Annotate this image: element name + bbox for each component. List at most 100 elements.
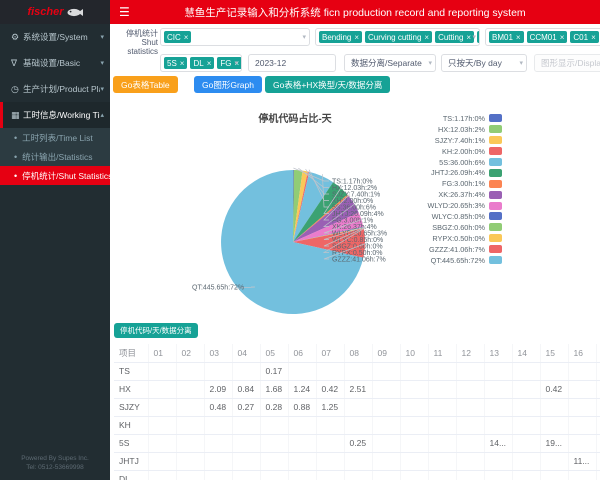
tag-close-icon[interactable]: × bbox=[206, 58, 212, 68]
tag-close-icon[interactable]: × bbox=[179, 58, 185, 68]
legend-item[interactable]: TS:1.17h:0% bbox=[398, 113, 502, 124]
day-cell bbox=[148, 434, 177, 453]
sidebar-item-system[interactable]: ⚙ 系统设置/System ▾ bbox=[11, 31, 104, 43]
filter-tag[interactable]: Bending × bbox=[319, 31, 363, 43]
table-row: TS 0.17 bbox=[114, 362, 600, 381]
day-cell bbox=[596, 362, 600, 381]
filter-tag[interactable]: Cutting × bbox=[435, 31, 475, 43]
sidebar-item-shut-statistics[interactable]: • 停机统计/Shut Statistics bbox=[0, 166, 112, 185]
filter-tag[interactable]: C01 × bbox=[570, 31, 599, 43]
day-cell bbox=[512, 416, 541, 435]
pie-slice-QT[interactable] bbox=[221, 170, 364, 314]
legend-item[interactable]: FG:3.00h:1% bbox=[398, 178, 502, 189]
pie-slice-XK[interactable] bbox=[293, 196, 359, 242]
code-select[interactable]: 5S × DL × FG × ▾ bbox=[160, 54, 242, 72]
legend-swatch-icon bbox=[489, 234, 502, 243]
pie-slice-KH[interactable] bbox=[293, 171, 310, 243]
tag-close-icon[interactable]: × bbox=[559, 32, 565, 42]
sidebar-item-time-list[interactable]: • 工时列表/Time List bbox=[14, 132, 93, 143]
day-cell bbox=[596, 416, 600, 435]
day-cell bbox=[148, 452, 177, 471]
day-cell bbox=[344, 416, 373, 435]
pie-slice-WLYD[interactable] bbox=[293, 212, 364, 242]
chevron-down-icon: ▾ bbox=[519, 60, 523, 67]
tag-close-icon[interactable]: × bbox=[515, 32, 521, 42]
legend-swatch-icon bbox=[489, 212, 502, 221]
filter-tag[interactable]: CCM01 × bbox=[526, 31, 568, 43]
pie-label-line bbox=[323, 242, 368, 260]
filter-tag[interactable]: FG × bbox=[217, 57, 241, 69]
shutdown-code-pie-chart[interactable]: TS:1.17h:0%HX:12.03h:2%SJZY:7.40h:1%KH:2… bbox=[110, 104, 530, 330]
tag-close-icon[interactable]: × bbox=[354, 32, 360, 42]
table-header-day: 10 bbox=[400, 344, 429, 363]
tag-close-icon[interactable]: × bbox=[183, 32, 189, 42]
tag-close-icon[interactable]: × bbox=[591, 32, 596, 42]
filter-tag[interactable]: F× bbox=[477, 31, 479, 43]
legend-item[interactable]: SJZY:7.40h:1% bbox=[398, 135, 502, 146]
tag-close-icon[interactable]: × bbox=[466, 32, 472, 42]
tag-close-icon[interactable]: × bbox=[424, 32, 430, 42]
pie-label: TS:1.17h:0% bbox=[332, 178, 372, 185]
day-cell bbox=[204, 362, 233, 381]
legend-item[interactable]: RYPX:0.50h:0% bbox=[398, 233, 502, 244]
workshop-select[interactable]: CIC × ▾ bbox=[160, 28, 310, 46]
day-cell bbox=[568, 470, 597, 480]
legend-item[interactable]: WLYC:0.85h:0% bbox=[398, 211, 502, 222]
pie-slice-HX[interactable] bbox=[293, 170, 303, 242]
sidebar-footer: Powered By Supes Inc. Tel: 0512-53669998 bbox=[21, 455, 89, 471]
filter-tag[interactable]: BM01 × bbox=[489, 31, 524, 43]
legend-item[interactable]: JHTJ:26.09h:4% bbox=[398, 167, 502, 178]
day-cell bbox=[456, 452, 485, 471]
table-header-day: 11 bbox=[428, 344, 457, 363]
legend-item[interactable]: XK:26.37h:4% bbox=[398, 189, 502, 200]
legend-item[interactable]: QT:445.65h:72% bbox=[398, 255, 502, 266]
sidebar-item-statistics[interactable]: • 统计输出/Statistics bbox=[14, 151, 93, 162]
day-cell bbox=[176, 380, 205, 399]
day-cell bbox=[260, 434, 289, 453]
pie-slice-JHTJ[interactable] bbox=[293, 182, 348, 242]
day-cell bbox=[428, 470, 457, 480]
day-cell bbox=[176, 470, 205, 480]
sidebar-item-product-plan[interactable]: ◷ 生产计划/Product Plan ▾ bbox=[11, 83, 104, 95]
hamburger-menu-icon[interactable]: ☰ bbox=[119, 5, 130, 19]
day-cell bbox=[512, 398, 541, 417]
day-cell: 14... bbox=[484, 434, 513, 453]
day-cell bbox=[540, 416, 569, 435]
month-input[interactable] bbox=[248, 54, 336, 72]
separate-select[interactable]: 数据分离/Separate ▾ bbox=[344, 54, 436, 72]
day-cell bbox=[568, 434, 597, 453]
process-select[interactable]: Bending×Curving cutting×Cutting×F×▾ bbox=[315, 28, 480, 46]
pie-slice-WLYC[interactable] bbox=[293, 226, 364, 242]
pie-slice-SBGZ[interactable] bbox=[293, 227, 364, 242]
machine-select[interactable]: BM01×CCM01×C01×C02×▾ bbox=[485, 28, 600, 46]
pie-label-line bbox=[322, 227, 366, 253]
legend-item[interactable]: HX:12.03h:2% bbox=[398, 124, 502, 135]
pie-slice-FG[interactable] bbox=[293, 194, 349, 242]
legend-item[interactable]: 5S:36.00h:6% bbox=[398, 157, 502, 168]
table-separate-button[interactable]: 停机代码/天/数据分离 bbox=[114, 323, 198, 338]
table-header-day: 09 bbox=[372, 344, 401, 363]
table-header-day: 04 bbox=[232, 344, 261, 363]
filter-tag[interactable]: Curving cutting × bbox=[365, 31, 433, 43]
sidebar-item-basic[interactable]: ∇ 基础设置/Basic ▾ bbox=[11, 57, 104, 69]
go-graph-button[interactable]: Go图形Graph bbox=[194, 76, 262, 93]
filter-tag[interactable]: 5S × bbox=[164, 57, 188, 69]
display-graph-input[interactable] bbox=[534, 54, 600, 72]
tag-close-icon[interactable]: × bbox=[234, 58, 240, 68]
filter-tag[interactable]: DL × bbox=[190, 57, 215, 69]
byday-select[interactable]: 只按天/By day ▾ bbox=[441, 54, 527, 72]
pie-slice-SJZY[interactable] bbox=[293, 170, 308, 242]
sidebar-item-working-time[interactable]: ▦ 工时信息/Working Time ▴ bbox=[0, 102, 110, 128]
table-row: 5S 0.25 14... 19... bbox=[114, 434, 600, 453]
day-cell bbox=[568, 398, 597, 417]
go-table-button[interactable]: Go表格Table bbox=[113, 76, 178, 93]
go-table-hx-button[interactable]: Go表格+HX换型/天/数据分离 bbox=[265, 76, 391, 93]
legend-item[interactable]: WLYD:20.65h:3% bbox=[398, 200, 502, 211]
shutdown-table-wrap: 项目0102030405060708091011121314151617 TS 0.… bbox=[114, 344, 600, 480]
legend-item[interactable]: GZZZ:41.06h:7% bbox=[398, 244, 502, 255]
legend-item[interactable]: SBGZ:0.60h:0% bbox=[398, 222, 502, 233]
filter-tag[interactable]: CIC × bbox=[164, 31, 192, 43]
legend-item[interactable]: KH:2.00h:0% bbox=[398, 146, 502, 157]
pie-slice-RYPX[interactable] bbox=[293, 227, 364, 242]
fish-icon bbox=[67, 8, 83, 16]
